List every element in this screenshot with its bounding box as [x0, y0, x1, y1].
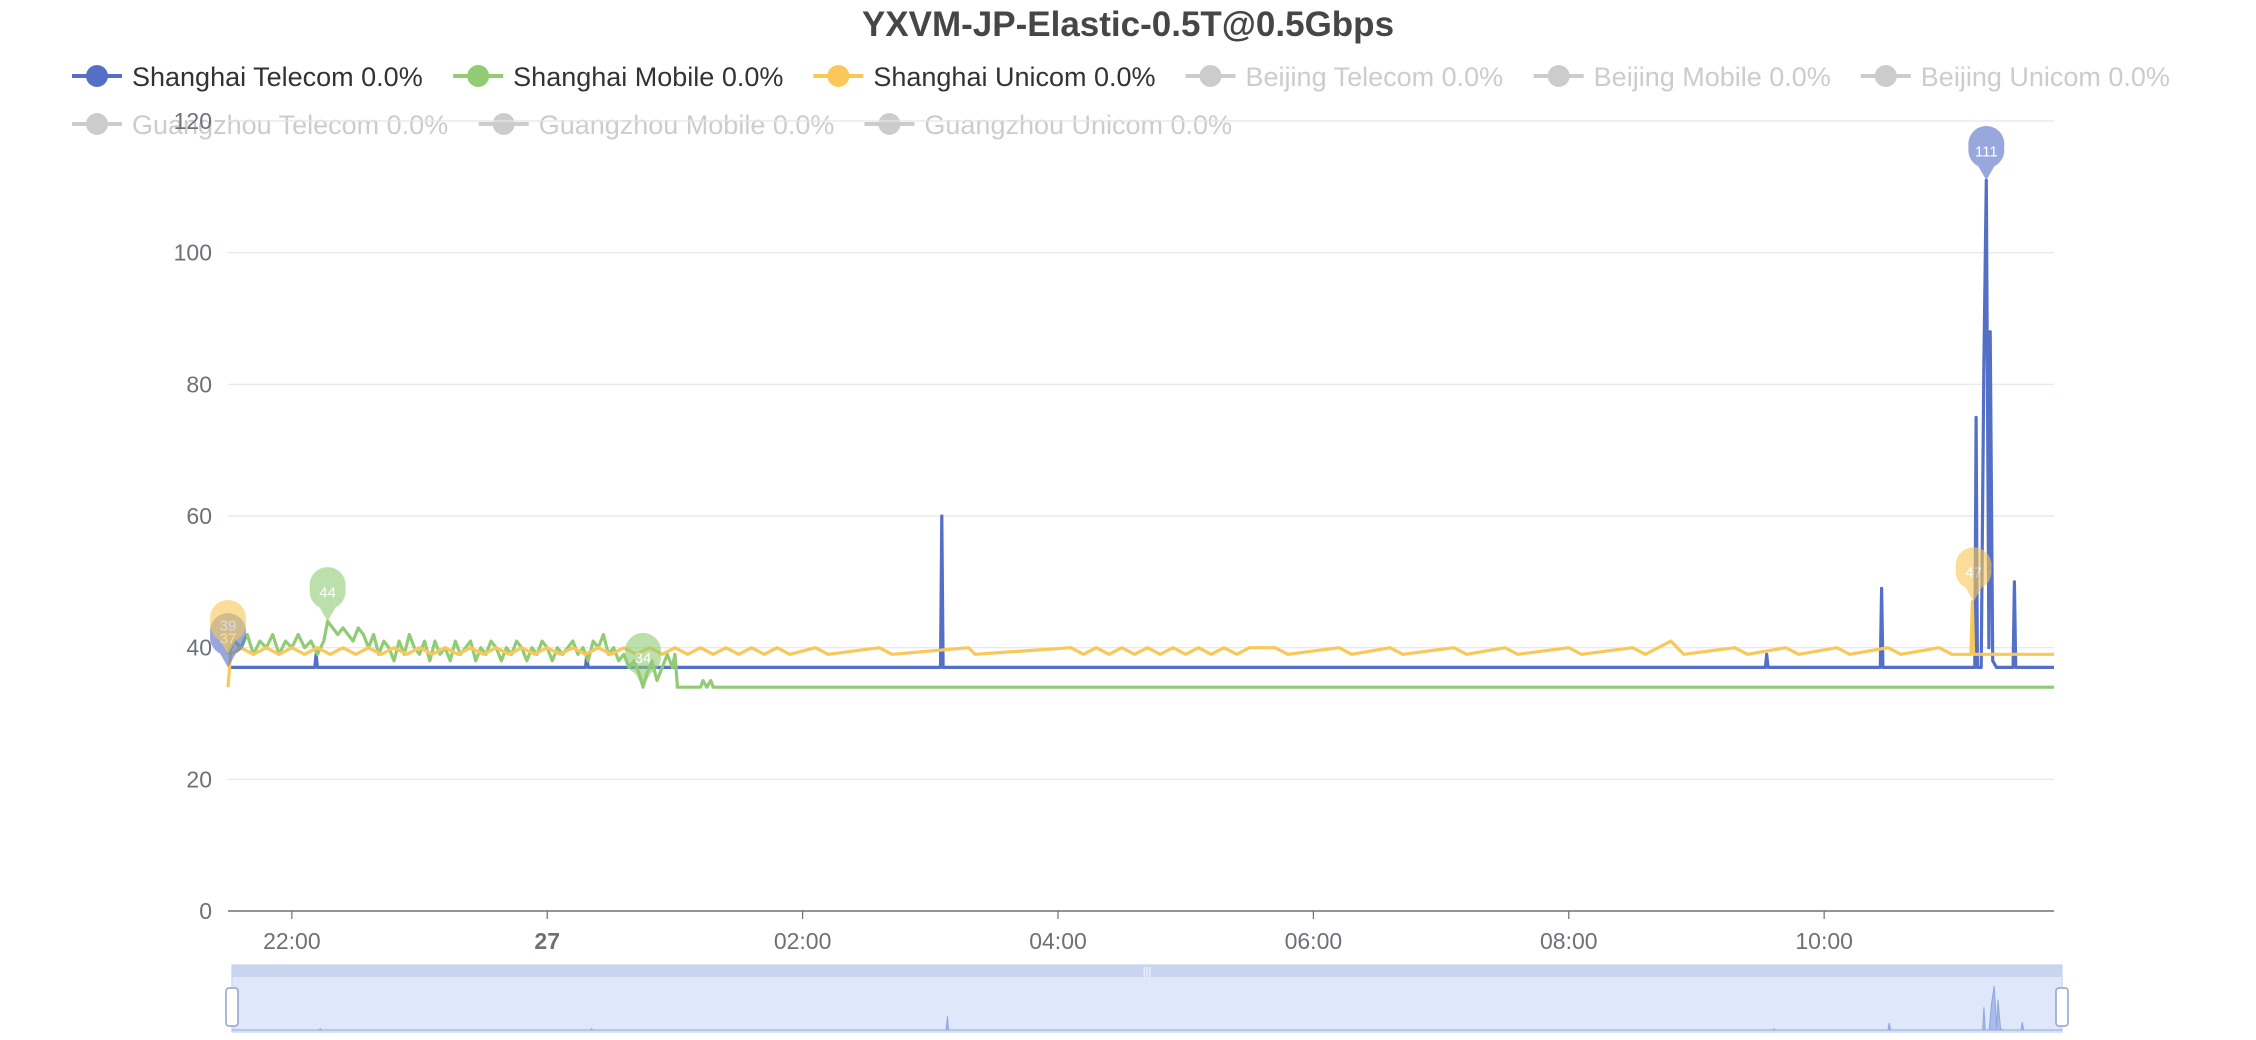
x-tick-label: 04:00	[1029, 928, 1087, 954]
legend-label: Guangzhou Mobile 0.0%	[539, 110, 835, 140]
legend-item[interactable]: Beijing Telecom 0.0%	[1185, 62, 1504, 92]
marker-label: 39	[220, 617, 237, 634]
legend-label: Beijing Mobile 0.0%	[1594, 62, 1831, 92]
legend-item[interactable]: Guangzhou Unicom 0.0%	[864, 110, 1232, 140]
x-tick-label: 02:00	[774, 928, 832, 954]
legend-dot-icon	[878, 113, 901, 135]
x-tick-label: 08:00	[1540, 928, 1598, 954]
zoom-preview	[232, 985, 2062, 1031]
marker-pin: 111	[1968, 126, 2005, 181]
legend-label: Guangzhou Unicom 0.0%	[924, 110, 1232, 140]
zoom-grip-icon[interactable]: |||	[1143, 966, 1152, 978]
y-axis: 0 20 40 60 80 100 120	[174, 108, 212, 924]
marker-label: 34	[635, 650, 652, 667]
x-tick-label: 10:00	[1795, 928, 1853, 954]
y-tick-label: 100	[174, 240, 212, 266]
data-zoom-slider[interactable]: |||	[225, 964, 2069, 1033]
chart-title: YXVM-JP-Elastic-0.5T@0.5Gbps	[862, 5, 1394, 44]
legend-label: Beijing Telecom 0.0%	[1246, 62, 1504, 92]
chart-grid	[228, 120, 2054, 912]
legend-item[interactable]: Beijing Mobile 0.0%	[1533, 62, 1831, 92]
legend-label: Shanghai Unicom 0.0%	[873, 62, 1155, 92]
y-tick-label: 80	[186, 371, 212, 397]
marker-label: 44	[319, 584, 336, 601]
legend-label: Shanghai Mobile 0.0%	[513, 62, 783, 92]
legend-dot-icon	[86, 65, 108, 87]
y-tick-label: 40	[186, 635, 212, 661]
legend-dot-icon	[1199, 65, 1222, 87]
legend-dot-icon	[827, 65, 850, 87]
legend-dot-icon	[467, 65, 490, 87]
y-tick-label: 0	[199, 898, 212, 924]
x-tick-label: 27	[534, 928, 560, 954]
legend-label: Guangzhou Telecom 0.0%	[132, 110, 448, 140]
series-line	[226, 600, 2054, 688]
legend-item[interactable]: Beijing Unicom 0.0%	[1860, 62, 2170, 92]
chart-series	[226, 178, 2054, 689]
x-axis: 22:00 27 02:00 04:00 06:00 08:00 10:00	[263, 911, 1853, 954]
y-tick-label: 120	[174, 108, 212, 134]
marker-label: 47	[1965, 565, 1982, 582]
marker-pin: 44	[309, 567, 346, 622]
legend-label: Beijing Unicom 0.0%	[1921, 62, 2170, 92]
legend-item[interactable]: Shanghai Unicom 0.0%	[813, 62, 1156, 92]
marker-pin: 39	[210, 600, 246, 655]
zoom-right-handle[interactable]	[2055, 987, 2069, 1027]
legend-dot-icon	[1874, 65, 1897, 87]
legend-item[interactable]: Shanghai Telecom 0.0%	[72, 62, 423, 92]
x-tick-label: 22:00	[263, 928, 321, 954]
legend-item[interactable]: Shanghai Mobile 0.0%	[453, 62, 783, 92]
series-line	[228, 178, 2054, 669]
legend-item[interactable]: Guangzhou Mobile 0.0%	[478, 110, 835, 140]
marker-label: 111	[1975, 143, 1998, 160]
legend-dot-icon	[1547, 65, 1570, 87]
legend-item[interactable]: Guangzhou Telecom 0.0%	[72, 110, 448, 140]
chart-markers: 1113744344739	[210, 126, 2005, 688]
legend-dot-icon	[492, 113, 515, 135]
zoom-drag-bar[interactable]	[232, 965, 2062, 977]
y-tick-label: 60	[186, 503, 212, 529]
marker-pin: 34	[625, 632, 661, 688]
zoom-left-handle[interactable]	[225, 987, 239, 1027]
y-tick-label: 20	[186, 766, 212, 792]
x-tick-label: 06:00	[1285, 928, 1343, 954]
series-line	[226, 619, 2054, 689]
marker-pin: 47	[1955, 547, 1992, 602]
legend-dot-icon	[86, 113, 108, 135]
legend-label: Shanghai Telecom 0.0%	[132, 62, 423, 92]
chart-legend[interactable]: Shanghai Telecom 0.0% Shanghai Mobile 0.0…	[72, 62, 2170, 140]
